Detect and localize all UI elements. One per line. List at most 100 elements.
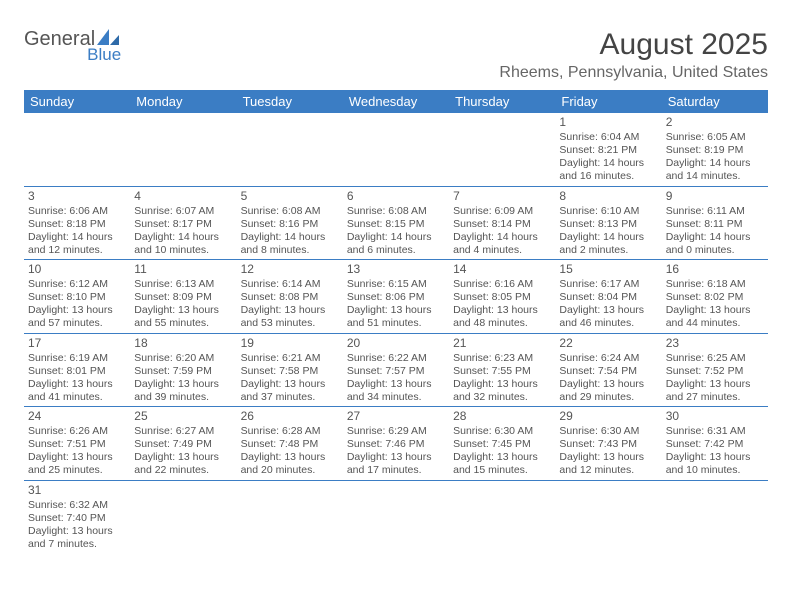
calendar-row: 3Sunrise: 6:06 AMSunset: 8:18 PMDaylight… <box>24 186 768 260</box>
weekday-header: Monday <box>130 90 236 113</box>
day-detail: Sunset: 7:49 PM <box>134 438 232 451</box>
calendar-day: 23Sunrise: 6:25 AMSunset: 7:52 PMDayligh… <box>662 333 768 407</box>
day-number: 10 <box>28 262 126 277</box>
calendar-empty <box>24 113 130 186</box>
day-detail: and 39 minutes. <box>134 391 232 404</box>
day-number: 23 <box>666 336 764 351</box>
day-detail: Daylight: 13 hours <box>28 525 126 538</box>
day-detail: and 17 minutes. <box>347 464 445 477</box>
day-number: 1 <box>559 115 657 130</box>
day-detail: and 2 minutes. <box>559 244 657 257</box>
calendar-row: 31Sunrise: 6:32 AMSunset: 7:40 PMDayligh… <box>24 480 768 553</box>
weekday-header: Tuesday <box>237 90 343 113</box>
day-detail: Daylight: 14 hours <box>347 231 445 244</box>
day-detail: and 8 minutes. <box>241 244 339 257</box>
day-number: 3 <box>28 189 126 204</box>
day-detail: Sunrise: 6:28 AM <box>241 425 339 438</box>
day-detail: Sunset: 8:13 PM <box>559 218 657 231</box>
day-detail: Sunrise: 6:23 AM <box>453 352 551 365</box>
day-detail: and 10 minutes. <box>666 464 764 477</box>
calendar-empty <box>662 480 768 553</box>
day-number: 17 <box>28 336 126 351</box>
day-detail: Sunrise: 6:20 AM <box>134 352 232 365</box>
day-detail: Daylight: 14 hours <box>559 231 657 244</box>
calendar-day: 28Sunrise: 6:30 AMSunset: 7:45 PMDayligh… <box>449 407 555 481</box>
day-detail: Sunset: 7:55 PM <box>453 365 551 378</box>
calendar-day: 13Sunrise: 6:15 AMSunset: 8:06 PMDayligh… <box>343 260 449 334</box>
calendar-row: 1Sunrise: 6:04 AMSunset: 8:21 PMDaylight… <box>24 113 768 186</box>
day-detail: Sunset: 8:06 PM <box>347 291 445 304</box>
day-detail: Daylight: 13 hours <box>241 451 339 464</box>
day-detail: Daylight: 14 hours <box>666 231 764 244</box>
day-detail: Daylight: 13 hours <box>241 378 339 391</box>
day-detail: and 12 minutes. <box>28 244 126 257</box>
day-detail: Sunset: 7:45 PM <box>453 438 551 451</box>
day-number: 22 <box>559 336 657 351</box>
day-detail: Sunrise: 6:27 AM <box>134 425 232 438</box>
calendar-day: 4Sunrise: 6:07 AMSunset: 8:17 PMDaylight… <box>130 186 236 260</box>
day-detail: Sunset: 7:52 PM <box>666 365 764 378</box>
day-detail: and 10 minutes. <box>134 244 232 257</box>
day-detail: Sunrise: 6:30 AM <box>453 425 551 438</box>
day-number: 18 <box>134 336 232 351</box>
day-detail: and 4 minutes. <box>453 244 551 257</box>
day-number: 19 <box>241 336 339 351</box>
weekday-header: Wednesday <box>343 90 449 113</box>
day-detail: Sunrise: 6:17 AM <box>559 278 657 291</box>
day-detail: Sunrise: 6:05 AM <box>666 131 764 144</box>
day-detail: and 27 minutes. <box>666 391 764 404</box>
day-detail: Daylight: 14 hours <box>666 157 764 170</box>
day-detail: Daylight: 13 hours <box>666 451 764 464</box>
day-detail: Sunset: 8:15 PM <box>347 218 445 231</box>
day-detail: Sunrise: 6:15 AM <box>347 278 445 291</box>
day-detail: and 34 minutes. <box>347 391 445 404</box>
day-number: 21 <box>453 336 551 351</box>
calendar-empty <box>449 113 555 186</box>
day-detail: Daylight: 13 hours <box>241 304 339 317</box>
calendar-body: 1Sunrise: 6:04 AMSunset: 8:21 PMDaylight… <box>24 113 768 553</box>
calendar-empty <box>237 113 343 186</box>
calendar-day: 5Sunrise: 6:08 AMSunset: 8:16 PMDaylight… <box>237 186 343 260</box>
weekday-header: Thursday <box>449 90 555 113</box>
day-detail: Sunset: 8:05 PM <box>453 291 551 304</box>
day-detail: Daylight: 13 hours <box>453 378 551 391</box>
calendar-day: 24Sunrise: 6:26 AMSunset: 7:51 PMDayligh… <box>24 407 130 481</box>
calendar-day: 6Sunrise: 6:08 AMSunset: 8:15 PMDaylight… <box>343 186 449 260</box>
day-detail: Sunset: 7:57 PM <box>347 365 445 378</box>
day-detail: Sunset: 8:11 PM <box>666 218 764 231</box>
calendar-day: 12Sunrise: 6:14 AMSunset: 8:08 PMDayligh… <box>237 260 343 334</box>
day-detail: Sunrise: 6:04 AM <box>559 131 657 144</box>
calendar-table: SundayMondayTuesdayWednesdayThursdayFrid… <box>24 90 768 553</box>
day-detail: and 20 minutes. <box>241 464 339 477</box>
calendar-empty <box>343 480 449 553</box>
weekday-header: Friday <box>555 90 661 113</box>
day-detail: Sunrise: 6:24 AM <box>559 352 657 365</box>
day-detail: Sunrise: 6:07 AM <box>134 205 232 218</box>
calendar-day: 29Sunrise: 6:30 AMSunset: 7:43 PMDayligh… <box>555 407 661 481</box>
day-detail: Sunset: 8:09 PM <box>134 291 232 304</box>
day-number: 27 <box>347 409 445 424</box>
weekday-header: Saturday <box>662 90 768 113</box>
day-detail: Sunset: 7:51 PM <box>28 438 126 451</box>
day-detail: Sunrise: 6:16 AM <box>453 278 551 291</box>
day-detail: Sunset: 8:10 PM <box>28 291 126 304</box>
day-detail: Sunrise: 6:10 AM <box>559 205 657 218</box>
day-detail: Sunset: 7:40 PM <box>28 512 126 525</box>
calendar-day: 31Sunrise: 6:32 AMSunset: 7:40 PMDayligh… <box>24 480 130 553</box>
day-detail: Sunset: 7:59 PM <box>134 365 232 378</box>
calendar-day: 20Sunrise: 6:22 AMSunset: 7:57 PMDayligh… <box>343 333 449 407</box>
page-title: August 2025 <box>499 28 768 62</box>
day-detail: and 41 minutes. <box>28 391 126 404</box>
day-detail: and 22 minutes. <box>134 464 232 477</box>
day-number: 4 <box>134 189 232 204</box>
day-detail: and 44 minutes. <box>666 317 764 330</box>
day-detail: Daylight: 13 hours <box>28 378 126 391</box>
day-detail: Sunrise: 6:06 AM <box>28 205 126 218</box>
day-detail: and 12 minutes. <box>559 464 657 477</box>
day-number: 11 <box>134 262 232 277</box>
day-detail: Daylight: 14 hours <box>453 231 551 244</box>
calendar-empty <box>130 480 236 553</box>
day-detail: and 53 minutes. <box>241 317 339 330</box>
day-detail: and 7 minutes. <box>28 538 126 551</box>
logo-text: General Blue <box>24 28 119 51</box>
